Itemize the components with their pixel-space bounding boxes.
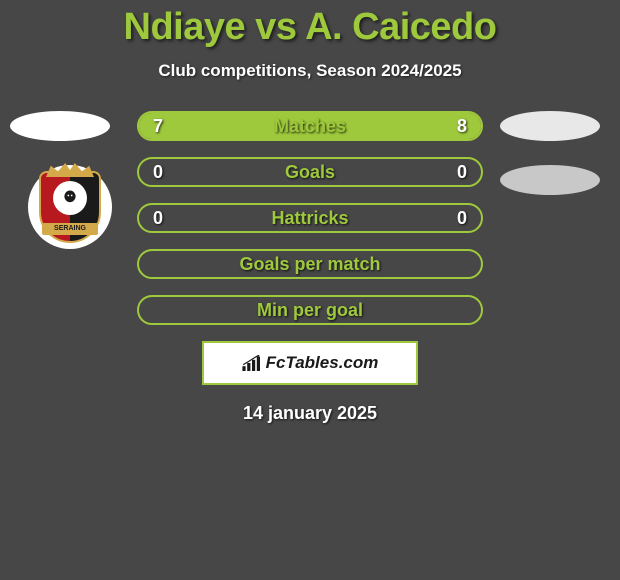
comparison-title: Ndiaye vs A. Caicedo <box>0 0 620 49</box>
bar-value-right: 8 <box>457 116 467 137</box>
stat-bar: Goals per match <box>137 249 483 279</box>
brand-text: FcTables.com <box>266 353 379 373</box>
brand-box: FcTables.com <box>202 341 418 385</box>
bar-value-right: 0 <box>457 208 467 229</box>
player-blank-right-2 <box>500 165 600 195</box>
player-blank-right-1 <box>500 111 600 141</box>
bar-value-right: 0 <box>457 162 467 183</box>
comparison-subtitle: Club competitions, Season 2024/2025 <box>0 61 620 81</box>
crest-shield: SERAING <box>39 171 101 243</box>
date-text: 14 january 2025 <box>0 403 620 424</box>
player-blank-left <box>10 111 110 141</box>
stat-bar: 0 Goals 0 <box>137 157 483 187</box>
content-area: SERAING 7 Matches 8 0 Goals 0 0 Hattricks 0 Goals… <box>0 111 620 424</box>
club-crest: SERAING <box>28 165 112 249</box>
bar-value-left: 7 <box>153 116 163 137</box>
stat-bar: 7 Matches 8 <box>137 111 483 141</box>
bar-label: Goals per match <box>239 254 380 275</box>
stat-bar: 0 Hattricks 0 <box>137 203 483 233</box>
bar-label: Goals <box>285 162 335 183</box>
comparison-bars: 7 Matches 8 0 Goals 0 0 Hattricks 0 Goals per mat… <box>137 111 483 325</box>
crest-lion-icon <box>53 181 87 215</box>
lion-head-icon <box>60 188 80 208</box>
bar-label: Min per goal <box>257 300 363 321</box>
brand-chart-icon <box>242 355 262 371</box>
stat-bar: Min per goal <box>137 295 483 325</box>
crest-banner-text: SERAING <box>42 223 98 235</box>
bar-label: Hattricks <box>271 208 348 229</box>
crest-crown-icon <box>46 163 94 177</box>
bar-label: Matches <box>274 116 346 137</box>
bar-value-left: 0 <box>153 162 163 183</box>
bar-value-left: 0 <box>153 208 163 229</box>
